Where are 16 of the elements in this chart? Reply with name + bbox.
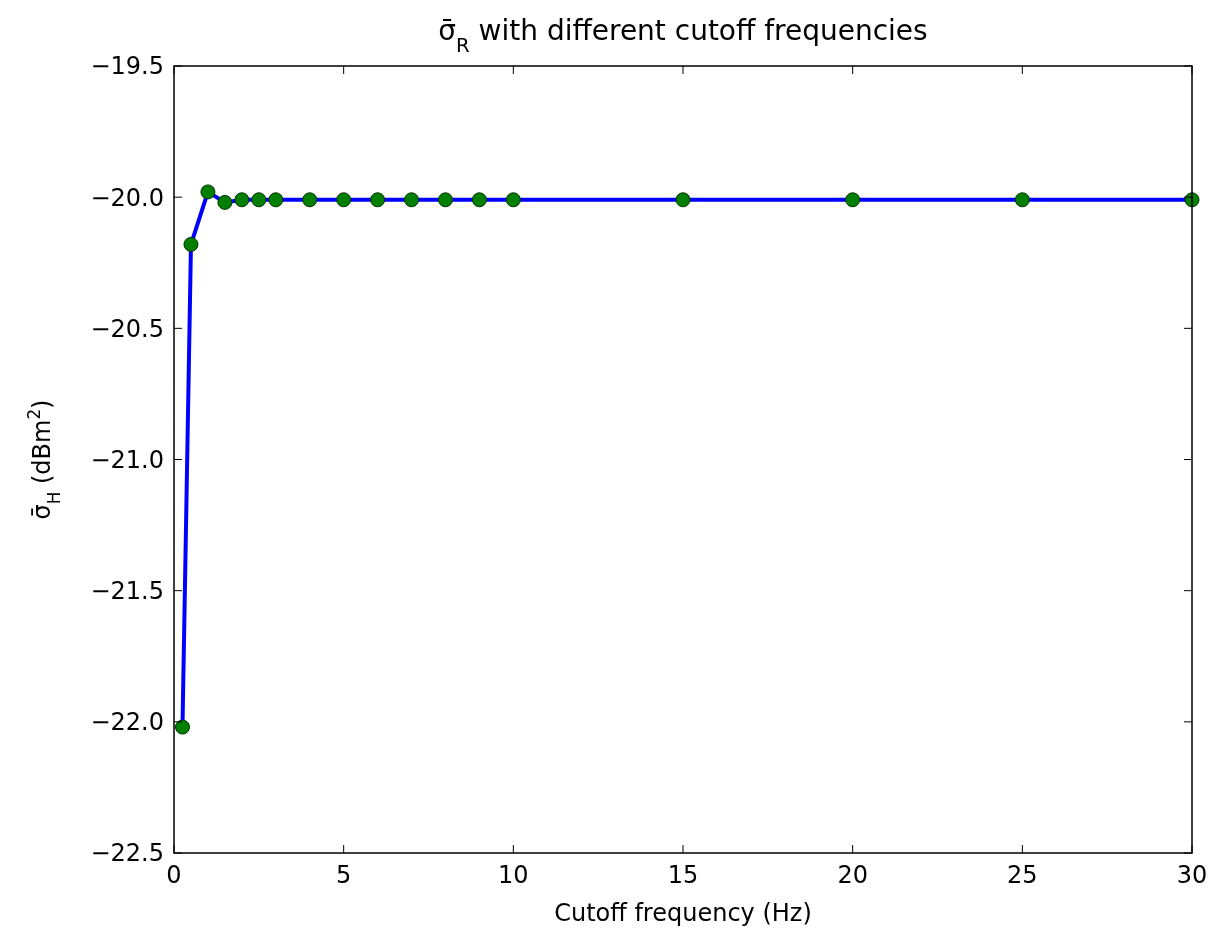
x-tick-label: 25 (1007, 861, 1038, 889)
y-tick-label: −19.5 (90, 52, 164, 81)
y-tick-label: −21.0 (90, 445, 164, 474)
x-tick-label: 5 (336, 861, 352, 889)
x-tick-label: 30 (1176, 861, 1208, 889)
x-tick-label: 10 (498, 861, 529, 889)
chart-title: σ̄$_{R}$ with different cutoff frequencies (438, 14, 928, 57)
y-tick-label: −20.0 (90, 183, 164, 212)
y-tick-label: −20.5 (90, 314, 164, 343)
x-axis-title: Cutoff frequency (Hz) (554, 899, 812, 927)
x-tick-label: 15 (667, 861, 699, 889)
y-tick-label: −21.5 (90, 577, 164, 606)
y-tick-label: −22.5 (90, 839, 164, 868)
x-tick-label: 0 (166, 861, 182, 889)
x-tick-label: 20 (837, 861, 868, 889)
y-tick-label: −22.0 (90, 708, 164, 737)
